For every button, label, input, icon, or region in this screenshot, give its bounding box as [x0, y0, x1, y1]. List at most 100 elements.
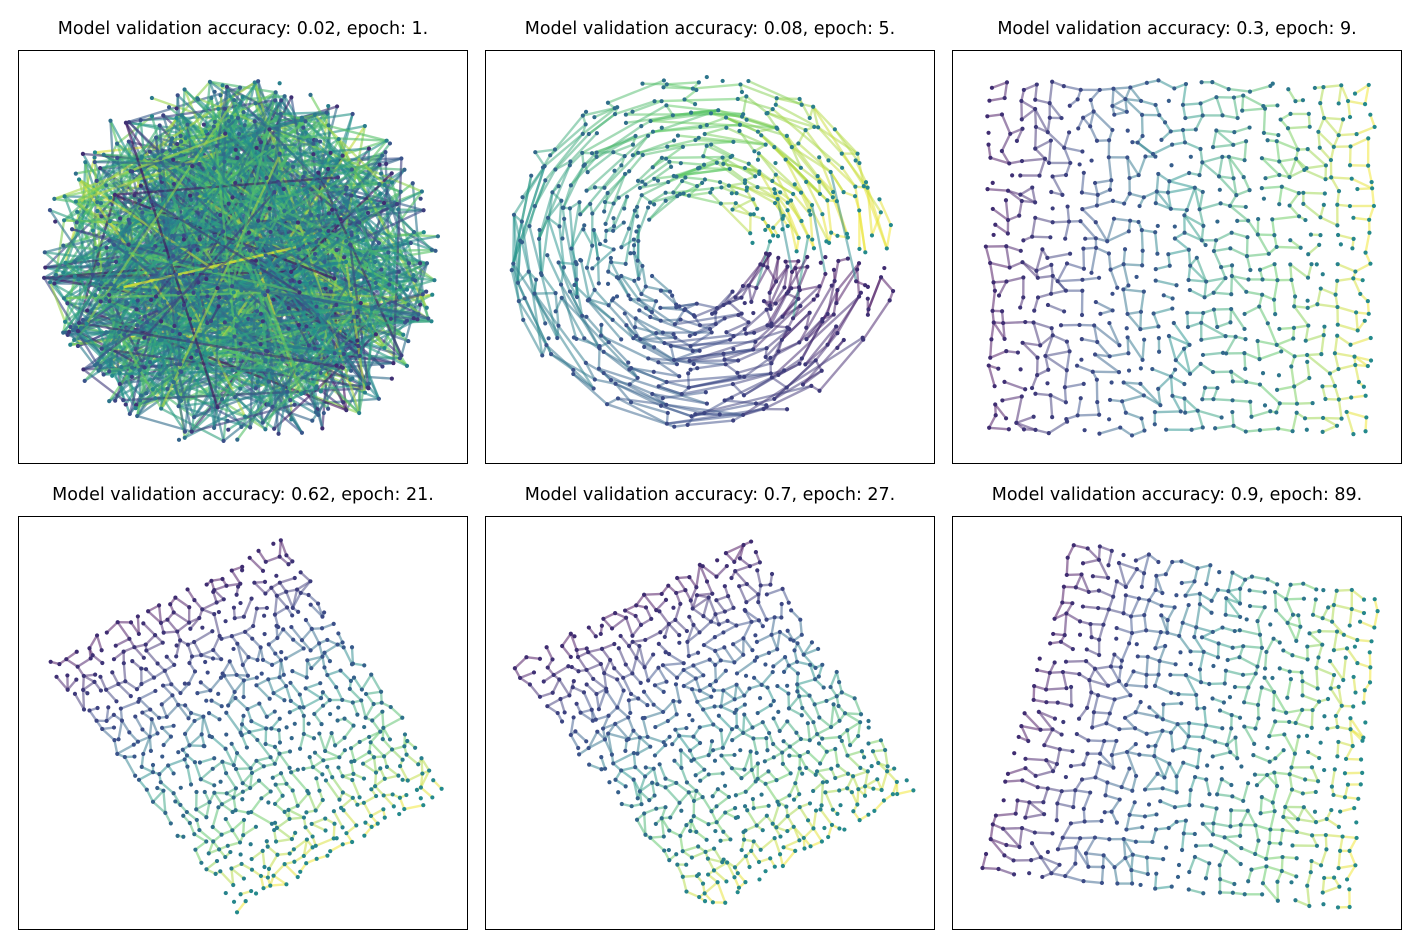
data-point [878, 210, 883, 215]
edge-line [1122, 248, 1127, 266]
data-point [730, 207, 735, 212]
data-point [1063, 172, 1069, 178]
data-point [1198, 146, 1203, 152]
data-point [343, 259, 349, 264]
data-point [185, 219, 190, 224]
data-point [1018, 173, 1023, 178]
data-point [636, 224, 641, 229]
edge-line [1124, 86, 1132, 101]
data-point [992, 288, 998, 293]
data-point [1266, 251, 1271, 256]
data-point [1219, 265, 1224, 270]
edge-line [198, 757, 216, 764]
data-point [660, 396, 665, 401]
data-point [162, 299, 167, 304]
edge-line [221, 660, 231, 675]
edge-line [1129, 81, 1149, 89]
data-point [158, 156, 163, 161]
data-point [76, 277, 81, 282]
edge-line [1363, 83, 1370, 106]
edge-line [307, 792, 317, 812]
data-point [532, 204, 537, 209]
data-point [1047, 101, 1052, 106]
data-point [421, 208, 426, 213]
edge-line [170, 202, 399, 237]
edge-line [372, 756, 378, 774]
chart-title: Model validation accuracy: 0.02, epoch: … [57, 19, 429, 39]
data-point [990, 206, 995, 212]
data-point [1347, 163, 1353, 168]
data-point [282, 94, 287, 99]
edge-line [1290, 278, 1297, 298]
data-point [132, 193, 137, 198]
data-point [273, 98, 278, 103]
edge-line [651, 392, 709, 405]
edge-line [225, 582, 242, 587]
data-point [1322, 324, 1327, 329]
edge-line [274, 783, 284, 797]
data-point [228, 357, 233, 363]
data-point [632, 208, 637, 213]
data-point [157, 364, 162, 369]
data-point [1306, 323, 1311, 328]
edge-line [323, 749, 341, 759]
data-point [1289, 364, 1294, 369]
edge-line [1000, 149, 1011, 165]
data-point [630, 109, 635, 114]
data-point [1187, 170, 1192, 176]
data-point [677, 192, 683, 197]
edge-line [629, 366, 668, 384]
edge-line [1278, 185, 1284, 206]
edge-line [1171, 394, 1182, 413]
data-point [765, 265, 770, 270]
edge-line [1107, 252, 1112, 271]
edge-line [1098, 426, 1122, 435]
data-point [1083, 236, 1088, 241]
edge-line [351, 778, 361, 799]
edge-line [1064, 161, 1072, 177]
data-point [90, 228, 96, 233]
data-point [1116, 370, 1122, 375]
data-point [117, 370, 122, 375]
edge-line [1122, 288, 1146, 293]
edge-line [275, 594, 289, 609]
edge-line [854, 159, 868, 184]
data-point [721, 302, 726, 308]
edge-line [641, 264, 647, 288]
data-point [1166, 98, 1171, 103]
edge-line [1000, 113, 1012, 135]
data-point [1109, 380, 1114, 385]
data-point [1235, 218, 1240, 223]
data-point [1171, 320, 1176, 326]
edge-line [534, 151, 546, 168]
data-point [384, 138, 389, 143]
data-point [1336, 189, 1342, 194]
data-point [1244, 289, 1249, 294]
data-point [317, 139, 323, 144]
data-point [540, 353, 545, 358]
data-point [115, 155, 120, 160]
edge-line [1065, 350, 1071, 372]
scatter-plot [509, 74, 896, 429]
data-point [611, 150, 616, 155]
data-point [99, 346, 104, 351]
edge-line [278, 659, 283, 679]
edge-line [616, 397, 745, 417]
edge-line [540, 191, 554, 277]
edge-line [668, 160, 706, 166]
data-point [1268, 409, 1273, 414]
edge-line [1088, 125, 1099, 142]
edge-line [1034, 216, 1054, 224]
data-point [1023, 319, 1028, 325]
edge-line [309, 603, 324, 618]
data-point [1107, 397, 1113, 402]
data-point [1226, 154, 1231, 159]
data-point [1062, 309, 1067, 314]
data-point [737, 128, 742, 134]
data-point [221, 151, 226, 157]
data-point [326, 228, 331, 234]
data-point [1096, 275, 1102, 280]
data-point [659, 99, 664, 104]
data-point [987, 98, 992, 103]
data-point [577, 200, 582, 205]
